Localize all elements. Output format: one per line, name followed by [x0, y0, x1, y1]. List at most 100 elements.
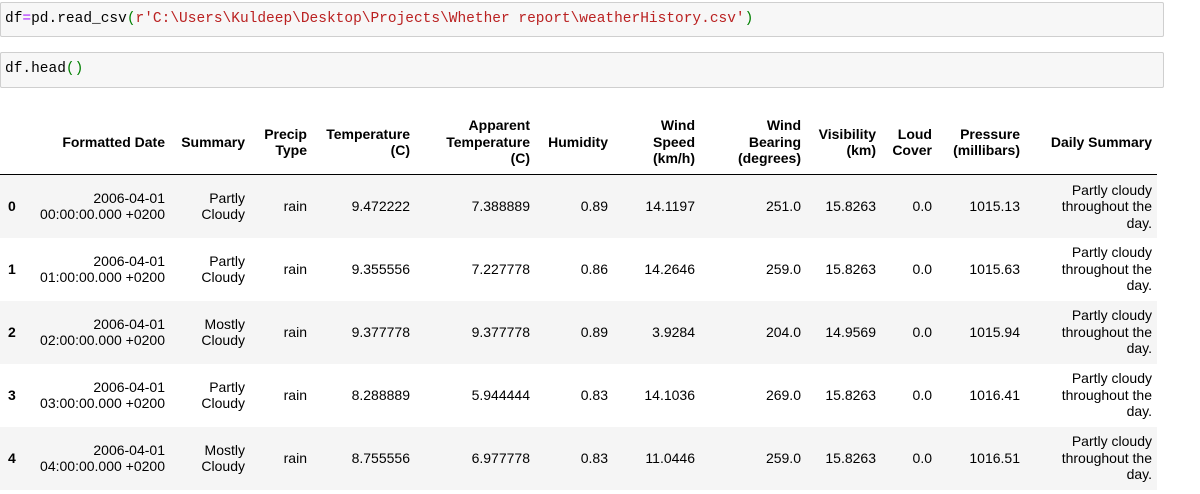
header-line: Type [275, 142, 307, 158]
header-line: Formatted Date [62, 133, 165, 150]
table-cell: 14.1197 [645, 198, 695, 214]
table-cell: 0.0 [912, 386, 932, 403]
table-cell: Mostly Cloudy [201, 441, 245, 475]
table-cell: 269.0 [765, 386, 801, 403]
table-cell: 0.0 [912, 260, 932, 277]
table-cell: 2006-04-01 02:00:00.000 +0200 [40, 315, 165, 349]
table-cell: 0.0 [912, 449, 932, 466]
table-cell: 259.0 [765, 260, 801, 277]
header-line: Visibility [818, 125, 876, 142]
column-header: Precip Type [250, 110, 312, 175]
table-cell: 15.8263 [825, 260, 876, 277]
column-header: Formatted Date [25, 110, 170, 175]
code-cell[interactable]: df=pd.read_csv(r'C:\Users\Kuldeep\Deskto… [0, 2, 1164, 37]
header-line: (km) [846, 142, 876, 158]
code-token: ( [126, 11, 136, 27]
table-cell: 7.388889 [471, 198, 530, 214]
header-line: (C) [390, 142, 410, 158]
table-cell: 0.89 [580, 323, 608, 340]
table-cell: 2006-04-01 04:00:00.000 +0200 [40, 441, 165, 475]
table-cell: 15.8263 [825, 198, 876, 214]
table-cell: Partly cloudy throughout the day. [1061, 433, 1152, 483]
header-line: Pressure [960, 125, 1020, 142]
header-line: Speed [652, 133, 695, 150]
table-cell: 3.9284 [652, 323, 695, 340]
table-cell: 9.377778 [351, 323, 410, 340]
column-header: Wind Bearing (degrees) [700, 110, 806, 175]
header-line: Temperature [446, 133, 530, 150]
table-cell: rain [283, 198, 307, 214]
table-cell: 2006-04-01 03:00:00.000 +0200 [40, 378, 165, 412]
table-cell: 259.0 [765, 449, 801, 466]
column-header: Wind Speed (km/h) [613, 110, 700, 175]
table-cell: 1016.41 [969, 386, 1020, 403]
header-line: Wind [766, 117, 801, 134]
row-index: 4 [8, 449, 16, 466]
code-token: df.head [5, 61, 66, 77]
header-line: Wind [660, 117, 695, 134]
table-cell: 9.472222 [351, 198, 410, 214]
column-header: Pressure (millibars) [937, 110, 1025, 175]
column-header: Temperature (C) [312, 110, 415, 175]
table-cell: rain [283, 323, 307, 340]
header-line: Loud [897, 125, 932, 142]
table-row: 0 2006-04-01 00:00:00.000 +0200 Partly Clo… [0, 174, 1157, 238]
table-cell: 8.288889 [351, 386, 410, 403]
table-cell: 1016.51 [969, 449, 1020, 466]
code-token: r'C:\Users\Kuldeep\Desktop\Projects\Whet… [135, 11, 745, 27]
table-cell: 0.83 [580, 449, 608, 466]
table-cell: 14.1036 [644, 386, 695, 403]
header-line: Precip [264, 125, 307, 142]
index-header [0, 110, 25, 175]
column-header: Loud Cover [881, 110, 937, 175]
header-line: Cover [892, 142, 932, 158]
table-cell: 14.9569 [825, 323, 876, 340]
table-cell: 0.83 [580, 386, 608, 403]
table-row: 4 2006-04-01 04:00:00.000 +0200 Mostly Clo… [0, 426, 1157, 490]
table-cell: rain [283, 260, 307, 277]
table-cell: 2006-04-01 01:00:00.000 +0200 [40, 252, 165, 286]
table-cell: Mostly Cloudy [201, 315, 245, 349]
table-cell: Partly cloudy throughout the day. [1061, 244, 1152, 294]
code-cell[interactable]: df.head() [0, 52, 1164, 88]
column-header: Summary [170, 110, 250, 175]
code-token: () [65, 61, 84, 77]
table-cell: Partly cloudy throughout the day. [1061, 307, 1152, 357]
table-cell: rain [283, 386, 307, 403]
table-cell: 8.755556 [351, 449, 410, 466]
table-cell: 1015.94 [969, 323, 1020, 340]
table-cell: 251.0 [765, 198, 801, 214]
table-row: 2 2006-04-01 02:00:00.000 +0200 Mostly Clo… [0, 300, 1157, 364]
table-row: 3 2006-04-01 03:00:00.000 +0200 Partly Clo… [0, 364, 1157, 427]
row-index: 3 [8, 386, 16, 403]
code-token: = [22, 11, 32, 27]
header-row: Formatted Date Summary Precip Type Temperatu… [0, 110, 1157, 175]
code-token: ) [744, 11, 754, 27]
code-token: df [5, 11, 23, 27]
table-cell: Partly cloudy throughout the day. [1061, 370, 1152, 420]
header-line: Daily Summary [1050, 133, 1152, 150]
row-index: 0 [8, 198, 16, 214]
header-line: (millibars) [953, 142, 1020, 158]
table-cell: Partly Cloudy [201, 252, 245, 286]
column-header: Daily Summary [1025, 110, 1157, 175]
header-line: (km/h) [653, 150, 695, 167]
table-cell: 5.944444 [471, 386, 530, 403]
header-line: Apparent [468, 117, 530, 134]
table-cell: 15.8263 [825, 449, 876, 466]
column-header: Apparent Temperature (C) [415, 110, 535, 175]
table-cell: Partly cloudy throughout the day. [1061, 181, 1152, 231]
table-cell: Partly Cloudy [201, 189, 245, 223]
table-cell: 7.227778 [471, 260, 530, 277]
row-index: 2 [8, 323, 16, 340]
column-header: Humidity [535, 110, 613, 175]
table-cell: 9.377778 [471, 323, 530, 340]
table-cell: 1015.63 [969, 260, 1020, 277]
header-line: Temperature [326, 125, 410, 142]
table-cell: 0.86 [580, 260, 608, 277]
header-line: Bearing [748, 133, 801, 150]
dataframe-table: Formatted Date Summary Precip Type Temperatu… [0, 110, 1157, 490]
header-line: Humidity [548, 133, 608, 150]
header-line: (C) [510, 150, 530, 167]
